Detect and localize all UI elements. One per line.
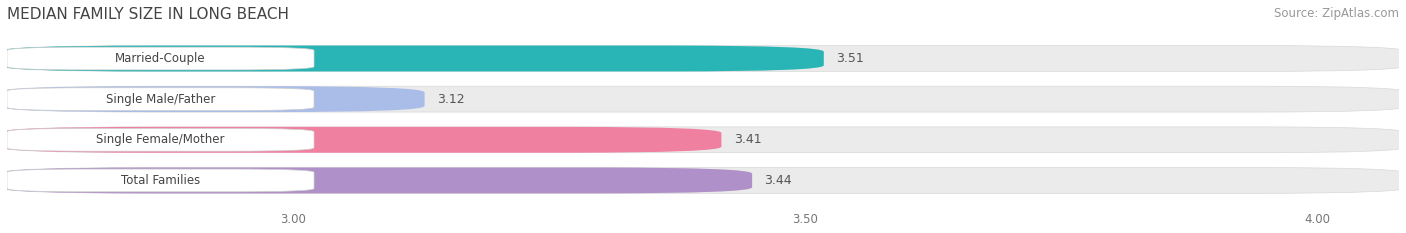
FancyBboxPatch shape xyxy=(0,46,824,72)
FancyBboxPatch shape xyxy=(0,168,752,193)
FancyBboxPatch shape xyxy=(7,128,314,151)
FancyBboxPatch shape xyxy=(0,86,425,112)
FancyBboxPatch shape xyxy=(0,46,1406,72)
Text: 3.12: 3.12 xyxy=(437,93,464,106)
Text: Source: ZipAtlas.com: Source: ZipAtlas.com xyxy=(1274,7,1399,20)
FancyBboxPatch shape xyxy=(7,47,314,70)
Text: MEDIAN FAMILY SIZE IN LONG BEACH: MEDIAN FAMILY SIZE IN LONG BEACH xyxy=(7,7,290,22)
FancyBboxPatch shape xyxy=(0,168,1406,193)
FancyBboxPatch shape xyxy=(0,127,721,153)
FancyBboxPatch shape xyxy=(0,86,1406,112)
FancyBboxPatch shape xyxy=(7,169,314,192)
FancyBboxPatch shape xyxy=(0,127,1406,153)
Text: 3.51: 3.51 xyxy=(837,52,863,65)
Text: 3.44: 3.44 xyxy=(765,174,792,187)
Text: Single Female/Mother: Single Female/Mother xyxy=(96,133,225,146)
Text: Single Male/Father: Single Male/Father xyxy=(105,93,215,106)
Text: Married-Couple: Married-Couple xyxy=(115,52,205,65)
Text: Total Families: Total Families xyxy=(121,174,200,187)
Text: 3.41: 3.41 xyxy=(734,133,761,146)
FancyBboxPatch shape xyxy=(7,88,314,110)
